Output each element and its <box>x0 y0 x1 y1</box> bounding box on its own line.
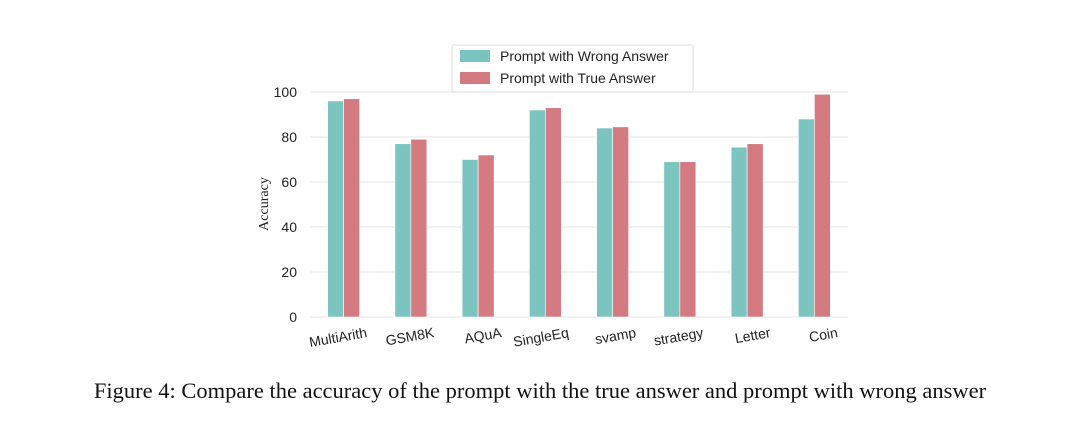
x-tick-label: Letter <box>734 324 772 346</box>
y-tick-labels: 0 20 40 60 80 100 <box>274 84 298 325</box>
x-tick-label: AQuA <box>463 324 503 346</box>
x-tick-label: SingleEq <box>512 324 570 349</box>
legend: Prompt with Wrong Answer Prompt with Tru… <box>451 44 694 93</box>
legend-box <box>451 44 694 93</box>
bar-true-multiarith <box>343 98 360 318</box>
bar-wrong-letter <box>730 146 748 318</box>
x-tick-label: MultiArith <box>308 324 368 350</box>
legend-swatch-true <box>460 72 490 84</box>
bar-wrong-coin <box>798 118 815 318</box>
y-tick-label: 100 <box>274 84 298 100</box>
bar-true-svamp <box>612 126 629 318</box>
y-tick-label: 40 <box>281 219 297 235</box>
y-tick-label: 0 <box>289 309 297 325</box>
bars <box>327 93 831 318</box>
bar-wrong-svamp <box>596 127 613 318</box>
x-tick-labels: MultiArith GSM8K AQuA SingleEq svamp strategy… <box>308 324 839 350</box>
bar-chart: 0 20 40 60 80 100 Accuracy MultiArith GSM8K AQu… <box>257 44 848 350</box>
bar-true-strategy <box>679 161 697 318</box>
y-tick-label: 80 <box>281 129 297 145</box>
legend-label-wrong: Prompt with Wrong Answer <box>500 48 669 64</box>
bar-true-gsm8k <box>410 138 428 318</box>
bar-wrong-gsm8k <box>394 143 412 318</box>
bar-true-letter <box>746 143 764 318</box>
x-tick-label: GSM8K <box>384 324 436 348</box>
bar-wrong-aqua <box>461 159 479 318</box>
legend-label-true: Prompt with True Answer <box>500 70 656 86</box>
x-tick-label: strategy <box>653 324 705 348</box>
y-axis-label: Accuracy <box>257 177 272 231</box>
figure-caption: Figure 4: Compare the accuracy of the pr… <box>93 378 987 403</box>
y-tick-label: 20 <box>281 264 297 280</box>
bar-wrong-multiarith <box>327 100 344 318</box>
bar-true-singleeq <box>545 107 562 318</box>
bar-true-coin <box>814 93 831 318</box>
bar-wrong-strategy <box>663 161 681 318</box>
grid-lines <box>310 91 848 318</box>
legend-swatch-wrong <box>460 50 490 62</box>
bar-wrong-singleeq <box>529 109 546 318</box>
bar-true-aqua <box>477 154 495 318</box>
y-tick-label: 60 <box>281 174 297 190</box>
x-tick-label: svamp <box>594 324 638 347</box>
x-tick-label: Coin <box>808 324 839 345</box>
